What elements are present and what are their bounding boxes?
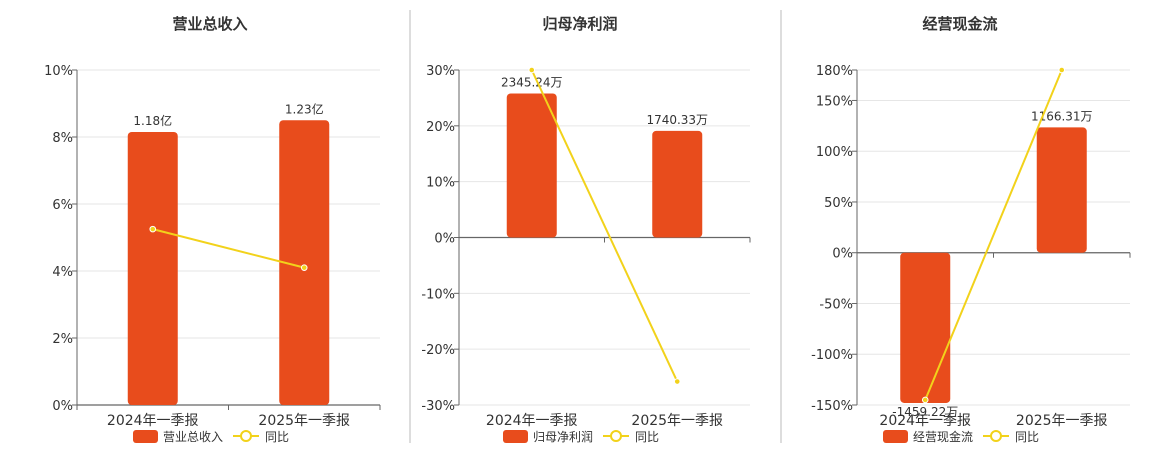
x-tick-label: 2025年一季报 — [258, 413, 350, 429]
legend-bar-swatch — [883, 430, 908, 443]
bar — [652, 130, 703, 238]
y-tick-label: 30% — [426, 64, 455, 79]
yoy-point — [300, 264, 308, 271]
legend-bar-swatch — [133, 430, 158, 443]
bar — [900, 252, 951, 403]
y-tick-label: 0% — [52, 399, 73, 414]
legend-line-marker — [610, 430, 622, 442]
chart-panel-1: 营业总收入 0% 2% 4% 6% 8% 10% 2024年一季报 2025年一季报 1.18亿 1… — [44, 15, 381, 444]
legend-line-label: 同比 — [635, 430, 659, 444]
x-tick-label: 2025年一季报 — [1016, 413, 1108, 429]
y-tick-label: 4% — [52, 265, 73, 280]
y-tick-label: 180% — [816, 64, 853, 79]
legend-bar-swatch — [503, 430, 528, 443]
y-tick-label: 2% — [52, 332, 73, 347]
bar-data-label: 1.23亿 — [285, 101, 324, 116]
legend-bar-label: 归母净利润 — [533, 430, 593, 444]
y-tick-label: -20% — [421, 343, 455, 358]
legend-line-marker — [990, 430, 1002, 442]
bar-data-label: 1.18亿 — [133, 113, 172, 128]
y-tick-label: 20% — [426, 120, 455, 135]
yoy-point — [528, 66, 536, 74]
yoy-point — [1058, 66, 1066, 74]
bar-data-label: 1740.33万 — [646, 113, 708, 127]
chart-title: 归母净利润 — [542, 15, 617, 33]
legend-bar-label: 营业总收入 — [163, 430, 223, 444]
yoy-point — [673, 378, 681, 385]
yoy-line — [924, 69, 1063, 401]
y-tick-label: 100% — [816, 145, 853, 160]
x-tick-label: 2024年一季报 — [879, 413, 971, 429]
y-tick-label: 10% — [426, 176, 455, 191]
bar-data-label: 1166.31万 — [1031, 109, 1093, 123]
y-tick-label: 0% — [434, 232, 455, 247]
legend-line-label: 同比 — [265, 430, 289, 444]
bar-data-label: 2345.24万 — [501, 75, 563, 89]
chart-panel-2: 归母净利润 -30% -20% -10% 0% 10% 20% 30% 2024年一季报 2025… — [421, 15, 751, 444]
legend-line-marker — [240, 430, 252, 442]
y-tick-label: 6% — [52, 198, 73, 213]
y-tick-label: 150% — [816, 94, 853, 109]
yoy-line — [152, 228, 305, 269]
legend-bar-label: 经营现金流 — [913, 429, 973, 444]
x-tick-label: 2024年一季报 — [486, 413, 578, 429]
yoy-point — [149, 225, 157, 233]
yoy-line — [530, 69, 679, 382]
yoy-point — [921, 396, 929, 404]
x-tick-label: 2024年一季报 — [107, 413, 199, 429]
bar — [279, 120, 330, 405]
y-tick-label: -150% — [811, 399, 853, 414]
y-tick-label: -30% — [421, 399, 455, 414]
chart-panel-3: 经营现金流 -150% -100% -50% 0% 50% 100% 150% 180% 2024… — [811, 15, 1131, 444]
bar-data-label: -1459.22万 — [892, 405, 958, 419]
y-tick-label: 8% — [52, 131, 73, 146]
bar — [127, 131, 178, 405]
chart-title: 经营现金流 — [922, 15, 997, 33]
x-tick-label: 2025年一季报 — [631, 413, 723, 429]
bar — [1036, 127, 1087, 253]
y-tick-label: -100% — [811, 348, 853, 363]
y-tick-label: -50% — [819, 297, 853, 312]
y-tick-label: 0% — [832, 247, 853, 262]
y-tick-label: -10% — [421, 287, 455, 302]
y-tick-label: 10% — [44, 64, 73, 79]
legend-line-label: 同比 — [1015, 430, 1039, 444]
chart-title: 营业总收入 — [172, 15, 247, 33]
bar — [506, 93, 557, 238]
y-tick-label: 50% — [824, 196, 853, 211]
